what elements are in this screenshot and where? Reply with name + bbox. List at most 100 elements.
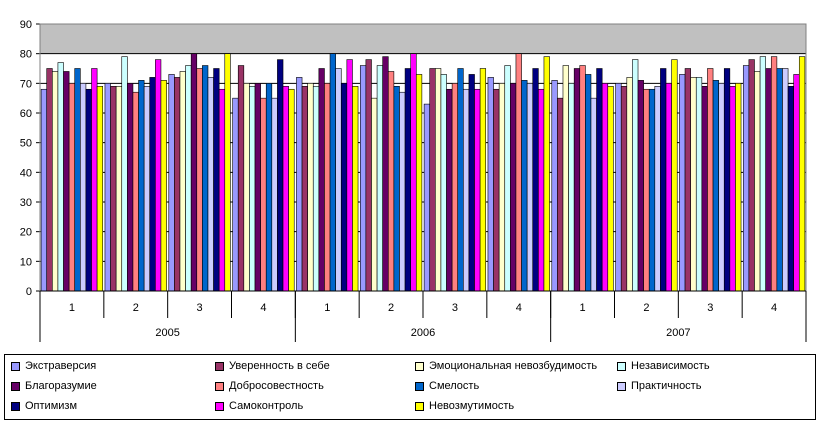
bar <box>335 68 342 292</box>
bar <box>759 56 766 292</box>
legend-item: Самоконтроль <box>215 399 303 413</box>
y-tick-label: 20 <box>20 227 32 239</box>
bar <box>557 97 564 292</box>
bar <box>415 74 423 292</box>
bar <box>648 88 656 292</box>
bar <box>132 91 139 292</box>
bar <box>249 86 256 292</box>
bar <box>271 97 278 292</box>
x-tick-label: 3 <box>452 302 458 314</box>
bar <box>68 83 76 292</box>
bar <box>104 83 111 292</box>
bar <box>498 83 506 292</box>
bar <box>493 88 500 292</box>
bar <box>371 97 378 292</box>
y-tick-label: 10 <box>20 256 32 268</box>
legend-label: Невозмутимость <box>429 400 515 412</box>
bar <box>515 53 522 292</box>
bar <box>207 77 214 292</box>
bar <box>440 74 447 292</box>
bar <box>643 88 650 292</box>
legend-label: Эмоциональная невозбудимость <box>429 360 598 372</box>
bar <box>121 56 128 292</box>
bar <box>573 68 581 292</box>
legend-label: Независимость <box>631 360 710 372</box>
bar <box>568 83 575 292</box>
legend-label: Уверенность в себе <box>229 360 330 372</box>
x-tick-label: 1 <box>324 302 330 314</box>
x-tick-label: 1 <box>580 302 586 314</box>
bar <box>754 71 761 292</box>
legend-item: Благоразумие <box>11 379 97 393</box>
bar <box>185 65 192 292</box>
legend-swatch <box>11 361 20 371</box>
bar <box>770 56 778 292</box>
legend-label: Оптимизм <box>25 400 78 412</box>
bar <box>787 86 794 292</box>
y-tick-label: 70 <box>20 78 32 90</box>
legend-label: Смелость <box>429 380 480 392</box>
bar <box>179 71 186 292</box>
bar <box>57 62 64 292</box>
bar <box>329 53 336 292</box>
bar <box>723 68 731 292</box>
bar <box>579 65 586 292</box>
bar <box>387 71 395 292</box>
bar <box>277 59 284 292</box>
x-group-label: 2006 <box>411 327 435 339</box>
bar <box>718 83 725 292</box>
x-group-label: 2007 <box>666 327 690 339</box>
bar <box>127 83 134 292</box>
x-tick-label: 1 <box>69 302 75 314</box>
bar <box>346 59 353 292</box>
bar <box>695 77 703 292</box>
chart: 0 10 20 30 40 50 60 70 80 90 1 2 3 4 1 2 3 4 1 2 3 4 2005 2006 2… <box>20 19 807 342</box>
bar <box>365 59 372 292</box>
y-tick-label: 40 <box>20 167 32 179</box>
bar <box>404 68 411 292</box>
bar <box>601 83 609 292</box>
bar <box>562 65 569 292</box>
legend-swatch <box>617 381 626 391</box>
bar <box>690 77 697 292</box>
legend-item: Добросовестность <box>215 379 324 393</box>
bar <box>776 68 783 292</box>
bar <box>729 86 736 292</box>
legend-swatch <box>215 361 224 371</box>
x-tick-label: 4 <box>260 302 266 314</box>
bar <box>410 53 417 292</box>
bar <box>504 65 511 292</box>
bar <box>74 68 81 292</box>
bar <box>254 83 261 292</box>
bar <box>399 91 406 292</box>
bar <box>510 83 517 292</box>
bar <box>46 68 53 292</box>
bar <box>590 97 597 292</box>
bar <box>620 86 628 292</box>
legend-label: Добросовестность <box>229 380 324 392</box>
bar <box>243 83 250 292</box>
legend-swatch <box>215 381 224 391</box>
bar <box>543 56 550 292</box>
bar <box>538 88 545 292</box>
y-tick-label: 0 <box>26 286 32 298</box>
bar <box>487 77 494 292</box>
bar <box>52 71 59 292</box>
legend-item: Экстраверсия <box>11 359 96 373</box>
x-tick-label: 2 <box>133 302 139 314</box>
bar <box>288 88 295 292</box>
y-tick-label: 50 <box>20 138 32 150</box>
bar <box>224 53 231 292</box>
bar <box>382 56 389 292</box>
bar <box>637 80 644 292</box>
x-tick-label: 2 <box>388 302 394 314</box>
bar <box>684 68 691 292</box>
legend-label: Экстраверсия <box>25 360 97 372</box>
bar <box>435 68 442 292</box>
bar <box>318 68 325 292</box>
bar <box>660 68 667 292</box>
bar <box>712 80 719 292</box>
bar <box>282 86 289 292</box>
bar <box>63 71 70 292</box>
bar <box>359 65 367 292</box>
